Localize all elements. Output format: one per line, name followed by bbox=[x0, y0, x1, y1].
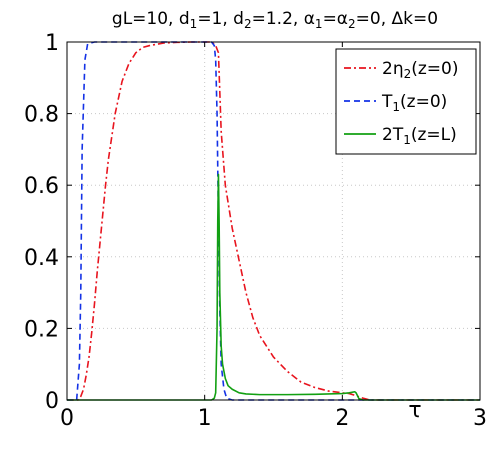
x-tick-label: 2 bbox=[335, 406, 349, 431]
y-tick-label: 1 bbox=[45, 31, 59, 56]
x-tick-label: 0 bbox=[60, 406, 74, 431]
legend: 2η2(z=0) T1(z=0) 2T1(z=L) bbox=[335, 48, 477, 155]
y-tick-label: 0 bbox=[45, 389, 59, 414]
legend-label-1: 2η2(z=0) bbox=[382, 59, 458, 81]
legend-label-3: 2T1(z=L) bbox=[382, 125, 457, 147]
x-tick-label: 1 bbox=[198, 406, 212, 431]
y-tick-label: 0.2 bbox=[24, 317, 59, 342]
plot-frame bbox=[66, 41, 481, 401]
y-tick-label: 0.8 bbox=[24, 103, 59, 128]
chart-title: gL=10, d1=1, d2=1.2, α1=α2=0, Δk=0 bbox=[112, 9, 438, 31]
axes bbox=[66, 41, 481, 401]
y-tick-label: 0.6 bbox=[24, 174, 59, 199]
legend-label-2: T1(z=0) bbox=[381, 92, 447, 114]
x-axis-label: τ bbox=[408, 398, 421, 423]
y-tick-label: 0.4 bbox=[24, 246, 59, 271]
tick-labels: 0 1 2 3 0 0.2 0.4 0.6 0.8 1 bbox=[24, 31, 487, 431]
x-tick-label: 3 bbox=[473, 406, 487, 431]
series-line-3 bbox=[67, 173, 480, 401]
